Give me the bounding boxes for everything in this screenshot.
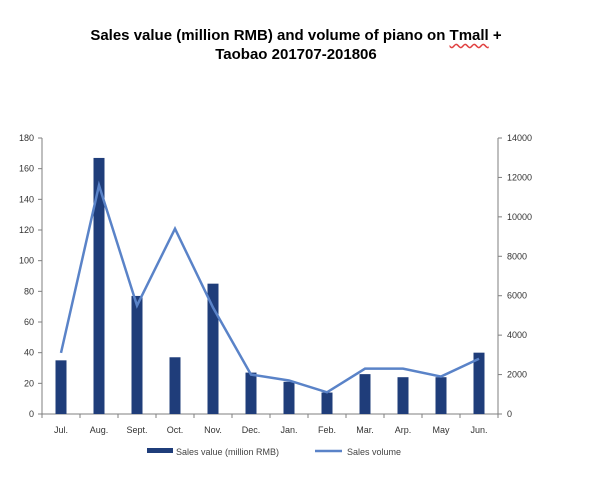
bar-nov [207, 283, 219, 414]
bar-jan [283, 381, 295, 414]
bar-dec [245, 372, 257, 414]
left-tick-label: 160 [19, 164, 34, 174]
right-tick-label: 14000 [507, 133, 532, 143]
x-tick-label: Oct. [167, 425, 184, 435]
bar-jul [55, 360, 67, 414]
x-tick-label: May [432, 425, 450, 435]
x-tick-label: Dec. [242, 425, 261, 435]
left-tick-label: 40 [24, 348, 34, 358]
legend-label-bar: Sales value (million RMB) [176, 447, 279, 457]
right-tick-label: 10000 [507, 212, 532, 222]
chart-title: Sales value (million RMB) and volume of … [0, 26, 592, 64]
x-tick-label: Sept. [126, 425, 147, 435]
x-tick-label: Mar. [356, 425, 374, 435]
line-series [59, 180, 480, 394]
legend: Sales value (million RMB) Sales volume [147, 447, 401, 457]
left-tick-label: 0 [29, 409, 34, 419]
right-tick-label: 6000 [507, 291, 527, 301]
chart-title-part-1: Sales value (million RMB) and volume of … [90, 27, 502, 44]
x-tick-label: Arp. [395, 425, 412, 435]
left-tick-label: 100 [19, 256, 34, 266]
x-tick-label: Feb. [318, 425, 336, 435]
right-tick-label: 0 [507, 409, 512, 419]
x-tick-label: Jan. [280, 425, 297, 435]
x-tick-label: Jul. [54, 425, 68, 435]
x-axis: Jul. Aug. Sept. Oct. Nov. Dec. Jan. Feb. Mar. Arp… [41, 413, 499, 435]
left-tick-label: 180 [19, 133, 34, 143]
bar-aug [93, 157, 105, 414]
left-tick-label: 60 [24, 317, 34, 327]
right-tick-label: 12000 [507, 172, 532, 182]
x-tick-label: Aug. [90, 425, 109, 435]
sales-volume-line [59, 180, 480, 394]
bar-arp [397, 377, 409, 414]
chart-title-line-2: Taobao 201707-201806 [215, 46, 377, 63]
right-y-axis: 0 2000 4000 6000 8000 10000 12000 14000 [497, 133, 532, 419]
left-tick-label: 140 [19, 194, 34, 204]
bar-oct [169, 357, 181, 414]
left-y-axis: 0 20 40 60 80 100 120 140 160 180 [19, 133, 43, 419]
bar-mar [359, 374, 371, 414]
right-tick-label: 4000 [507, 330, 527, 340]
x-tick-label: Jun. [470, 425, 487, 435]
bar-sept [131, 295, 143, 414]
legend-label-line: Sales volume [347, 447, 401, 457]
x-tick-label: Nov. [204, 425, 222, 435]
bar-may [435, 377, 447, 414]
left-tick-label: 20 [24, 378, 34, 388]
bar-feb [321, 392, 333, 414]
bar-jun [473, 352, 485, 414]
bar-series [55, 157, 485, 414]
right-tick-label: 2000 [507, 370, 527, 380]
left-tick-label: 120 [19, 225, 34, 235]
left-tick-label: 80 [24, 286, 34, 296]
spellcheck-underline-word: Tmall [449, 27, 489, 44]
legend-swatch-bar [147, 448, 173, 453]
right-tick-label: 8000 [507, 251, 527, 261]
